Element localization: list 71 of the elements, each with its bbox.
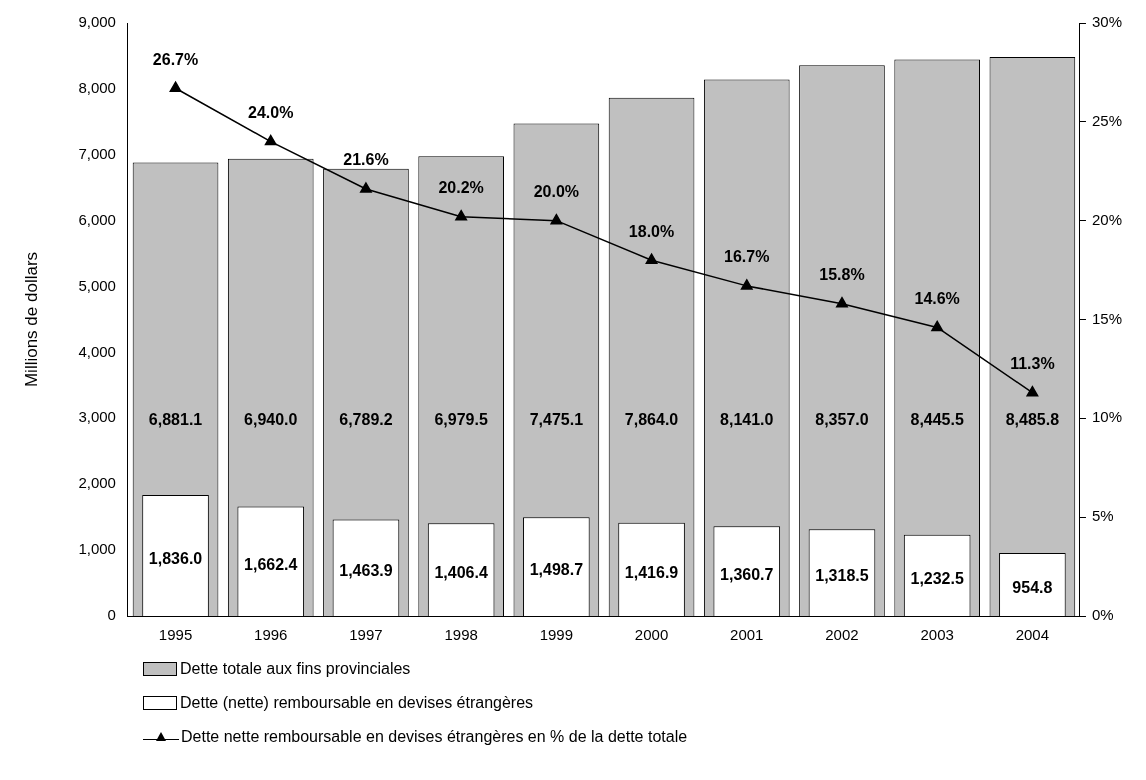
data-label: 1,406.4: [434, 564, 488, 582]
point: [360, 182, 372, 193]
x-tick-label: 1996: [254, 626, 288, 644]
data-label: 1,662.4: [244, 555, 298, 573]
x-tick-label: 1998: [444, 626, 478, 644]
data-label: 1,836.0: [148, 549, 203, 567]
x-tick-label: 2001: [730, 626, 764, 644]
data-label: 21.6%: [343, 151, 389, 169]
y-tick-label: 4,000: [78, 342, 116, 360]
legend-label: Dette nette remboursable en devises étrangères en % de la dette totale: [181, 728, 688, 746]
data-label: 8,357.0: [815, 410, 869, 428]
point: [550, 213, 563, 225]
point: [169, 81, 182, 92]
data-label: 1,416.9: [624, 563, 679, 581]
y2-tick-label: 5%: [1091, 507, 1114, 525]
x-tick-label: 2002: [825, 626, 859, 644]
legend-label: Dette (nette) remboursable en devises étrangères: [180, 694, 534, 712]
y2-tick-label: 0%: [1091, 606, 1114, 624]
point: [455, 209, 468, 221]
y-tick-label: 6,000: [78, 210, 116, 228]
data-label: 1,232.5: [910, 569, 964, 587]
y2-tick-label: 30%: [1091, 13, 1123, 31]
x-tick-label: 2004: [1015, 626, 1050, 644]
y2-tick-label: 10%: [1091, 408, 1123, 426]
y2-tick-label: 20%: [1091, 210, 1123, 228]
data-label: 1,360.7: [720, 565, 774, 583]
y2-tick-label: 15%: [1091, 309, 1123, 327]
point: [740, 279, 753, 290]
data-label: 14.6%: [914, 289, 960, 307]
data-label: 11.3%: [1010, 355, 1055, 373]
y-tick-label: 3,000: [78, 408, 116, 426]
point: [931, 320, 944, 332]
y-tick-label: 1,000: [78, 540, 116, 558]
x-tick-label: 2000: [634, 626, 669, 644]
y-tick-label: 8,000: [78, 79, 116, 97]
data-label: 26.7%: [152, 50, 199, 68]
data-label: 6,881.1: [148, 410, 203, 428]
x-tick-label: 1997: [349, 626, 383, 644]
data-label: 954.8: [1012, 578, 1053, 596]
y-axis-title: Millions de dollars: [21, 251, 41, 388]
y-tick-label: 7,000: [78, 144, 116, 162]
data-label: 20.2%: [438, 179, 484, 197]
data-label: 16.7%: [724, 248, 770, 266]
data-label: 1,498.7: [529, 561, 584, 579]
data-label: 24.0%: [248, 104, 294, 122]
data-label: 6,789.2: [339, 410, 393, 428]
x-tick-label: 1999: [539, 626, 574, 644]
point: [1026, 385, 1039, 397]
data-label: 6,979.5: [434, 410, 488, 428]
data-label: 20.0%: [533, 183, 580, 201]
data-label: 8,445.5: [910, 410, 964, 428]
data-label: 7,864.0: [624, 410, 679, 428]
data-label: 6,940.0: [244, 410, 298, 428]
point: [264, 134, 277, 146]
data-label: 8,141.0: [720, 410, 774, 428]
data-label: 1,463.9: [339, 562, 393, 580]
x-tick-label: 1995: [158, 626, 193, 644]
legend-label: Dette totale aux fins provinciales: [180, 660, 411, 678]
y-tick-label: 5,000: [78, 276, 116, 294]
data-label: 7,475.1: [529, 410, 584, 428]
data-label: 1,318.5: [815, 566, 869, 584]
x-tick-label: 2003: [920, 626, 954, 644]
y-tick-label: 0: [107, 606, 116, 624]
y2-tick-label: 25%: [1091, 111, 1123, 129]
data-label: 18.0%: [628, 222, 675, 240]
point: [645, 253, 658, 264]
data-label: 15.8%: [819, 266, 865, 284]
y-tick-label: 2,000: [78, 474, 116, 492]
y-tick-label: 9,000: [78, 13, 116, 31]
point: [836, 296, 848, 308]
data-label: 8,485.8: [1005, 410, 1060, 428]
